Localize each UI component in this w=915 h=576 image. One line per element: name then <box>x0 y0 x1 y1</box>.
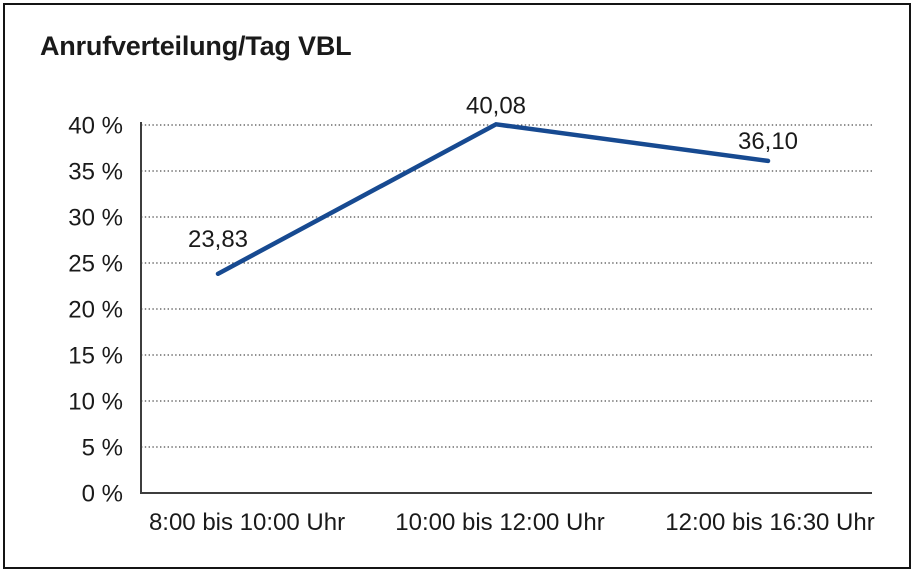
y-tick-label: 15 % <box>68 343 123 370</box>
y-tick-label: 30 % <box>68 205 123 232</box>
y-tick-label: 10 % <box>68 389 123 416</box>
point-data-label: 36,10 <box>738 128 798 155</box>
x-category-label: 8:00 bis 10:00 Uhr <box>149 509 345 536</box>
y-tick-label: 5 % <box>82 435 123 462</box>
point-data-label: 23,83 <box>188 226 248 253</box>
chart-title: Anrufverteilung/Tag VBL <box>40 31 352 61</box>
series-line <box>215 122 771 277</box>
x-category-label: 12:00 bis 16:30 Uhr <box>665 509 874 536</box>
y-tick-label: 0 % <box>82 481 123 508</box>
y-tick-label: 25 % <box>68 251 123 278</box>
y-tick-label: 20 % <box>68 297 123 324</box>
y-tick-label: 35 % <box>68 159 123 186</box>
x-category-label: 10:00 bis 12:00 Uhr <box>395 509 604 536</box>
y-tick-label: 40 % <box>68 113 123 140</box>
chart-frame <box>3 3 911 569</box>
point-data-label: 40,08 <box>466 92 526 119</box>
